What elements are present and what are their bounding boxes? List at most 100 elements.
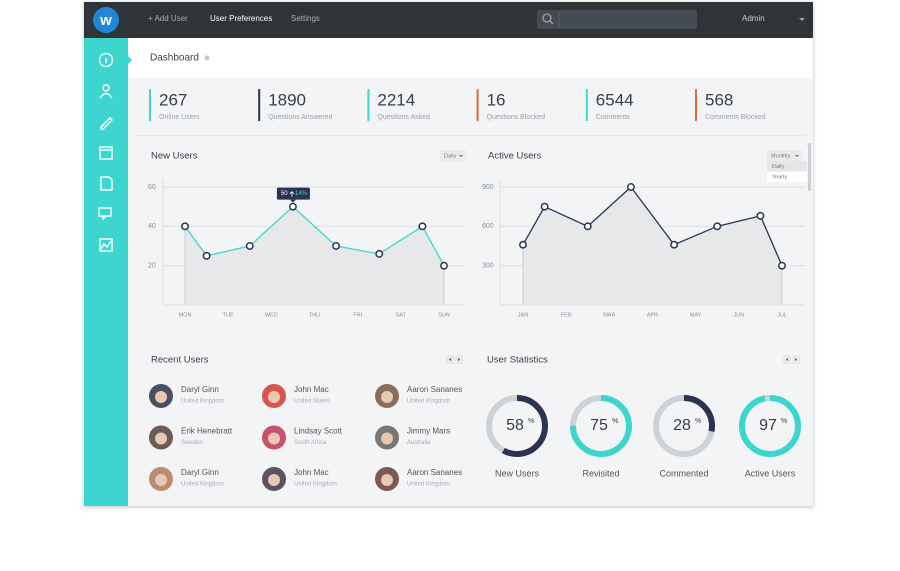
header-bar (128, 38, 813, 78)
scrollbar (808, 143, 811, 191)
logo (93, 7, 119, 33)
nav-item[interactable]: + Add User (148, 14, 188, 23)
area (185, 206, 444, 305)
stat-label: Questions Answered (268, 114, 332, 121)
filter-value[interactable]: Daily (444, 153, 456, 159)
stat-accent (258, 89, 261, 121)
filter-dropdown[interactable] (767, 150, 802, 161)
donut-value: 58 (506, 417, 524, 434)
user-name: Aaron Sananes (407, 385, 462, 394)
point (288, 202, 297, 211)
tooltip-tip (289, 199, 296, 203)
tooltip-arrow (289, 191, 295, 197)
point (332, 242, 341, 250)
user-name: Aaron Sananes (407, 468, 462, 477)
donut-label: Commented (659, 468, 708, 478)
pager-arrow (795, 358, 797, 361)
y-tick-label: 20 (148, 263, 156, 270)
chart-title: Active Users (488, 151, 542, 162)
y-tick-label: 40 (148, 223, 156, 230)
caret (799, 18, 805, 21)
point (181, 222, 189, 231)
donut-arc (570, 395, 632, 457)
x-tick-label: WED (265, 312, 278, 318)
user-name: Jimmy Mars (407, 427, 450, 436)
user-name: Erik Henebratt (181, 427, 233, 436)
user-name: Daryl Ginn (181, 468, 219, 477)
divider (136, 135, 806, 136)
nav-item[interactable]: User Preferences (210, 14, 272, 23)
stat-label: Comments Blocked (705, 114, 766, 121)
stat-value: 6544 (596, 90, 634, 109)
user-country: United Kingdom (181, 399, 224, 405)
donut-arc (486, 395, 548, 457)
donut-unit: % (528, 418, 534, 425)
stat-value: 16 (487, 90, 506, 109)
y-tick-label: 60 (148, 184, 156, 191)
user-country: United Kingdom (407, 482, 450, 488)
avatar-face (155, 474, 167, 486)
stat-accent (367, 89, 370, 121)
avatar-face (268, 391, 280, 403)
donut-unit: % (695, 418, 701, 425)
point (778, 261, 786, 270)
user-menu[interactable]: Admin (742, 14, 765, 23)
pointer (128, 56, 132, 64)
point (418, 222, 427, 231)
point (626, 183, 635, 191)
search-icon (549, 20, 554, 25)
stat-accent (476, 89, 479, 121)
page-title: Dashboard (150, 53, 199, 64)
logo-mark: w (99, 12, 112, 29)
point (756, 211, 765, 220)
chart-title: New Users (151, 151, 198, 162)
pager-arrow (449, 358, 451, 361)
user-name: Daryl Ginn (181, 385, 219, 394)
pager-arrow (786, 358, 788, 361)
top-bar (84, 2, 813, 38)
filter-option-label[interactable]: Yearly (772, 174, 787, 180)
donut-value: 97 (759, 417, 777, 434)
filter-option-label[interactable]: Daily (772, 164, 784, 170)
filter-option[interactable] (767, 171, 807, 183)
caret (795, 155, 799, 157)
user-name: John Mac (294, 385, 329, 394)
stat-accent (149, 89, 151, 121)
user-country: United Kingdom (294, 482, 337, 488)
avatar-face (381, 474, 393, 486)
donut-unit: % (781, 418, 787, 425)
nav-item[interactable]: Settings (291, 14, 320, 23)
point (670, 240, 679, 249)
user-country: United States (294, 399, 330, 405)
y-tick-label: 300 (482, 263, 494, 270)
point (583, 222, 592, 231)
donut-value: 75 (590, 417, 608, 434)
avatar-face (155, 432, 167, 445)
x-tick-label: MAR (603, 312, 615, 318)
section-title: Recent Users (151, 355, 209, 366)
stat-value: 568 (705, 90, 733, 109)
donut-arc (653, 395, 715, 457)
filter-dropdown[interactable] (440, 150, 466, 161)
filter-value[interactable]: Monthly (771, 153, 791, 159)
point (540, 202, 549, 211)
tooltip-change: 14% (295, 191, 308, 197)
y-tick-label: 900 (482, 184, 494, 191)
caret (459, 155, 463, 157)
x-tick-label: SUN (438, 312, 450, 318)
donut-label: Revisited (582, 468, 619, 478)
tooltip-value: 50 (281, 191, 288, 197)
donut-unit: % (612, 418, 618, 425)
point (245, 242, 254, 250)
point (713, 222, 722, 231)
x-tick-label: FEB (561, 312, 572, 318)
x-tick-label: SAT (396, 312, 407, 318)
user-country: South Africa (294, 440, 327, 446)
search-icon (542, 13, 552, 23)
filter-option[interactable] (767, 161, 807, 172)
donut-arc (739, 395, 801, 457)
avatar-face (268, 432, 280, 445)
search-box[interactable] (537, 10, 697, 29)
user-country: United Kingdom (181, 482, 224, 488)
